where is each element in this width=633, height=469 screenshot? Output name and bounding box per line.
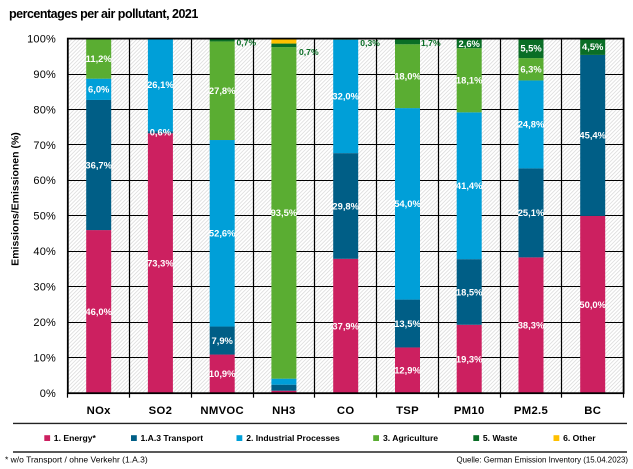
svg-text:10%: 10% <box>33 353 56 365</box>
svg-text:60%: 60% <box>33 175 56 187</box>
svg-text:32,0%: 32,0% <box>332 91 359 102</box>
svg-text:Quelle: German Emission Invent: Quelle: German Emission Inventory (15.04… <box>457 456 629 465</box>
svg-text:10,9%: 10,9% <box>209 368 236 379</box>
svg-text:18,5%: 18,5% <box>456 286 483 297</box>
svg-text:0%: 0% <box>40 388 56 400</box>
svg-text:54,0%: 54,0% <box>394 198 421 209</box>
svg-text:40%: 40% <box>33 246 56 258</box>
svg-text:26,1%: 26,1% <box>147 79 174 90</box>
svg-text:NH3: NH3 <box>272 405 296 417</box>
svg-text:20%: 20% <box>33 317 56 329</box>
svg-text:6,0%: 6,0% <box>88 84 110 95</box>
svg-text:90%: 90% <box>33 69 56 81</box>
svg-text:TSP: TSP <box>396 405 419 417</box>
svg-text:BC: BC <box>584 405 601 417</box>
svg-text:4,5%: 4,5% <box>582 41 604 52</box>
svg-text:30%: 30% <box>33 282 56 294</box>
svg-text:24,8%: 24,8% <box>518 119 545 130</box>
svg-text:73,3%: 73,3% <box>147 258 174 269</box>
svg-text:27,8%: 27,8% <box>209 85 236 96</box>
svg-text:100%: 100% <box>27 33 56 45</box>
svg-text:NOx: NOx <box>87 405 112 417</box>
svg-text:1. Energy*: 1. Energy* <box>54 433 97 443</box>
svg-text:PM2.5: PM2.5 <box>514 405 548 417</box>
svg-text:19,3%: 19,3% <box>456 353 483 364</box>
svg-text:5,5%: 5,5% <box>520 43 542 54</box>
svg-text:13,5%: 13,5% <box>394 318 421 329</box>
svg-text:CO: CO <box>337 405 355 417</box>
svg-text:0,7%: 0,7% <box>237 38 257 48</box>
svg-text:18,1%: 18,1% <box>456 75 483 86</box>
svg-text:6. Other: 6. Other <box>563 433 596 443</box>
svg-text:80%: 80% <box>33 104 56 116</box>
svg-text:46,0%: 46,0% <box>85 306 112 317</box>
svg-text:12,9%: 12,9% <box>394 365 421 376</box>
svg-text:52,6%: 52,6% <box>209 228 236 239</box>
svg-text:* w/o Transport / ohne Verkehr: * w/o Transport / ohne Verkehr (1.A.3) <box>5 455 148 465</box>
svg-text:PM10: PM10 <box>454 405 485 417</box>
svg-text:NMVOC: NMVOC <box>200 405 244 417</box>
svg-text:7,9%: 7,9% <box>212 335 234 346</box>
svg-text:0,7%: 0,7% <box>299 47 319 57</box>
svg-text:18,0%: 18,0% <box>394 71 421 82</box>
svg-text:41,4%: 41,4% <box>456 180 483 191</box>
svg-text:45,4%: 45,4% <box>579 130 606 141</box>
svg-text:50,0%: 50,0% <box>579 299 606 310</box>
svg-text:0,6%: 0,6% <box>150 127 172 138</box>
svg-text:38,3%: 38,3% <box>518 320 545 331</box>
svg-text:1.A.3 Transport: 1.A.3 Transport <box>141 433 204 443</box>
svg-text:93,5%: 93,5% <box>271 207 298 218</box>
svg-text:29,8%: 29,8% <box>332 200 359 211</box>
svg-text:25,1%: 25,1% <box>518 207 545 218</box>
svg-text:Emissions/Emissionen (%): Emissions/Emissionen (%) <box>10 132 22 266</box>
svg-text:2,6%: 2,6% <box>459 38 481 49</box>
svg-text:1,7%: 1,7% <box>421 38 441 48</box>
svg-text:2. Industrial Processes: 2. Industrial Processes <box>246 433 340 443</box>
svg-text:percentages per air pollutant,: percentages per air pollutant, 2021 <box>9 7 198 21</box>
svg-text:3. Agriculture: 3. Agriculture <box>383 433 438 443</box>
svg-text:0,3%: 0,3% <box>360 38 380 48</box>
svg-text:11,2%: 11,2% <box>86 53 113 64</box>
svg-text:6,3%: 6,3% <box>520 64 542 75</box>
svg-text:37,9%: 37,9% <box>332 320 359 331</box>
svg-text:50%: 50% <box>33 211 56 223</box>
svg-text:5. Waste: 5. Waste <box>483 433 518 443</box>
svg-text:SO2: SO2 <box>149 405 173 417</box>
svg-text:36,7%: 36,7% <box>85 159 112 170</box>
svg-text:70%: 70% <box>33 140 56 152</box>
